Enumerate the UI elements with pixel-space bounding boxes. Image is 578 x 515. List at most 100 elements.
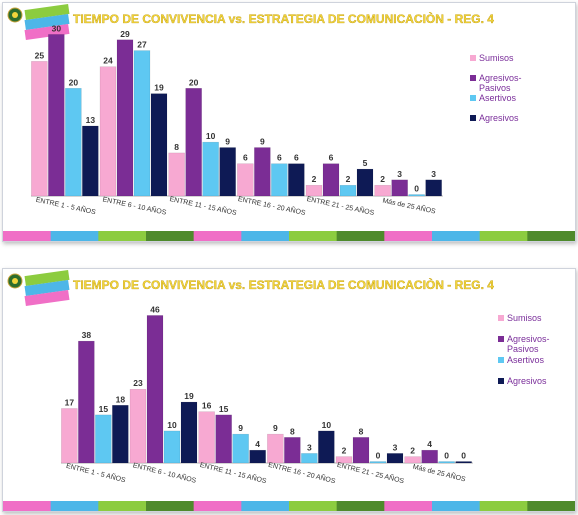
footer-stripe-segment <box>50 501 99 511</box>
data-label: 10 <box>322 420 332 430</box>
category-tick-label: ENTRE 6 - 10 AÑOS <box>102 194 168 216</box>
footer-stripe-segment <box>289 231 338 241</box>
data-label: 10 <box>167 420 177 430</box>
bar-sumisos <box>129 388 147 464</box>
data-label: 27 <box>137 40 147 50</box>
bar-asertivos <box>438 461 455 464</box>
chart-title: TIEMPO DE CONVIVENCIA vs. ESTRATEGIA DE … <box>73 11 494 26</box>
footer-stripe-segment <box>98 501 147 511</box>
data-label: 13 <box>86 115 96 125</box>
bar-sumisos <box>374 184 391 197</box>
data-label: 10 <box>206 131 216 141</box>
data-label: 0 <box>414 184 419 194</box>
data-label: 0 <box>444 451 449 461</box>
logo-stripe-pink-icon <box>24 23 70 41</box>
bar-sumisos <box>99 66 117 197</box>
data-label: 9 <box>238 423 243 433</box>
bar-agresivos-pasivos <box>322 163 340 197</box>
bar-asertivos <box>232 433 249 464</box>
bar-sumisos <box>305 184 323 197</box>
data-label: 3 <box>393 442 398 452</box>
data-label: 4 <box>255 439 260 449</box>
data-label: 6 <box>277 153 282 163</box>
bar-asertivos <box>339 184 357 197</box>
data-label: 17 <box>65 397 75 407</box>
legend-swatch <box>470 75 476 81</box>
bar-agresivos <box>180 401 198 464</box>
legend-swatch <box>470 55 476 61</box>
logo-stripe-pink-icon <box>24 289 70 307</box>
legend-entry: Agresivos- <box>479 73 522 83</box>
legend-swatch <box>470 95 476 101</box>
legend-entry: Agresivos- <box>507 334 550 344</box>
bar-agresivos-pasivos <box>254 147 271 197</box>
data-label: 15 <box>219 404 229 414</box>
data-label: 5 <box>363 158 368 168</box>
bar-asertivos <box>95 414 112 464</box>
bar-asertivos <box>271 163 288 197</box>
footer-stripe-segment <box>336 231 385 241</box>
legend-entry: Pasivos <box>507 344 539 354</box>
footer-stripe-segment <box>193 231 242 241</box>
data-label: 0 <box>376 451 381 461</box>
bar-agresivos-pasivos <box>215 414 232 464</box>
footer-stripe-segment <box>479 231 528 241</box>
bar-asertivos <box>65 88 82 197</box>
data-label: 25 <box>35 50 45 60</box>
data-label: 3 <box>307 442 312 452</box>
data-label: 19 <box>184 391 194 401</box>
footer-stripe-segment <box>146 231 195 241</box>
data-label: 2 <box>312 174 317 184</box>
data-label: 18 <box>116 394 126 404</box>
bar-agresivos-pasivos <box>284 437 301 464</box>
category-tick-label: ENTRE 1 - 5 AÑOS <box>65 461 127 485</box>
data-label: 6 <box>294 153 299 163</box>
footer-stripe-segment <box>384 231 433 241</box>
bar-asertivos <box>408 194 425 197</box>
bar-asertivos <box>202 141 219 197</box>
data-label: 20 <box>69 77 79 87</box>
bar-asertivos <box>133 50 151 197</box>
chart-svg-2: TIEMPO DE CONVIVENCIA vs. ESTRATEGIA DE … <box>3 269 575 511</box>
data-label: 9 <box>225 137 230 147</box>
data-label: 9 <box>260 137 265 147</box>
footer-stripe-segment <box>479 501 528 511</box>
logo-stripe-blue-icon <box>24 279 70 297</box>
seal-center-icon <box>12 12 18 18</box>
bar-sumisos <box>61 408 78 464</box>
logo-stripe-blue-icon <box>24 13 70 31</box>
footer-stripe-segment <box>289 501 338 511</box>
bar-agresivos-pasivos <box>146 315 164 464</box>
bar-agresivos-pasivos <box>48 34 65 197</box>
data-label: 0 <box>461 451 466 461</box>
bar-sumisos <box>198 411 215 464</box>
legend-entry: Agresivos <box>479 113 519 123</box>
bar-agresivos <box>288 163 305 197</box>
data-label: 6 <box>329 153 334 163</box>
bar-agresivos-pasivos <box>185 88 202 197</box>
data-label: 24 <box>103 56 113 66</box>
bar-agresivos <box>219 147 236 197</box>
data-label: 23 <box>133 378 143 388</box>
bar-agresivos <box>318 430 335 464</box>
logo-stripe-green-icon <box>24 3 70 21</box>
legend-entry: Agresivos <box>507 376 547 386</box>
category-tick-label: ENTRE 16 - 20 AÑOS <box>237 194 307 217</box>
legend-entry: Sumisos <box>507 313 542 323</box>
bar-agresivos <box>455 461 472 464</box>
footer-stripe-segment <box>432 231 481 241</box>
bar-asertivos <box>163 430 181 464</box>
category-tick-label: Más de 25 AÑOS <box>382 196 437 216</box>
footer-stripe-segment <box>3 501 52 511</box>
category-tick-label: Más de 25 AÑOS <box>412 462 467 484</box>
data-label: 19 <box>154 83 164 93</box>
data-label: 4 <box>427 439 432 449</box>
bar-agresivos <box>249 449 266 464</box>
bar-agresivos-pasivos <box>78 340 95 464</box>
legend-swatch <box>498 315 504 321</box>
bar-agresivos-pasivos <box>421 449 438 464</box>
chart-panel-1: TIEMPO DE CONVIVENCIA vs. ESTRATEGIA DE … <box>2 2 576 242</box>
legend-entry: Pasivos <box>479 83 511 93</box>
bar-agresivos <box>386 453 404 464</box>
data-label: 2 <box>342 446 347 456</box>
